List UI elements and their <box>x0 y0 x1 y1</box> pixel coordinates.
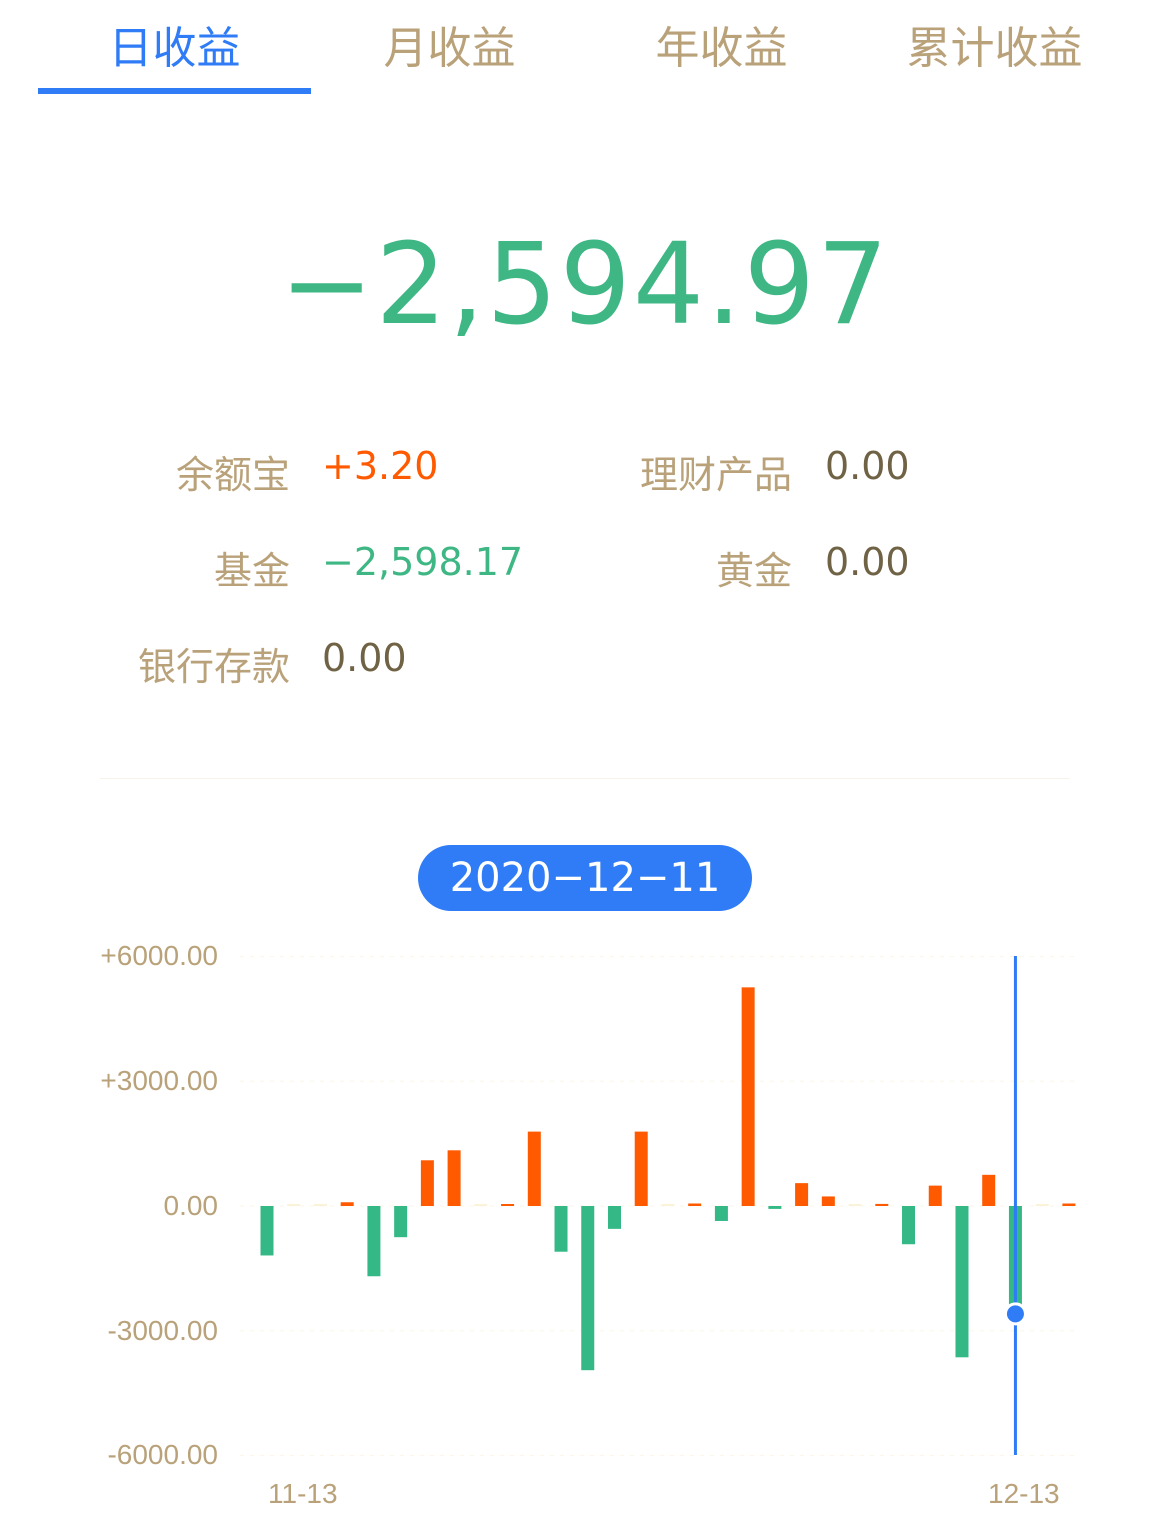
bar-11-19[interactable] <box>420 1160 434 1206</box>
bar-12-04[interactable] <box>821 1196 835 1206</box>
bar-12-02[interactable] <box>768 1206 782 1209</box>
gold-label: 黄金 <box>715 549 792 593</box>
bar-11-14[interactable] <box>287 1204 301 1206</box>
bar-11-27[interactable] <box>634 1131 648 1206</box>
bar-11-16[interactable] <box>340 1202 354 1206</box>
y-tick-label: +6000.00 <box>100 940 218 971</box>
total-earnings: −2,594.97 <box>279 220 891 350</box>
bar-12-07[interactable] <box>902 1206 916 1245</box>
bar-11-20[interactable] <box>447 1150 461 1206</box>
yuebao-label: 余额宝 <box>175 453 290 497</box>
bar-11-25[interactable] <box>581 1206 595 1371</box>
selection-point[interactable] <box>1003 1302 1027 1326</box>
gold-value: 0.00 <box>825 540 910 584</box>
bar-11-30[interactable] <box>714 1206 728 1221</box>
bar-12-05[interactable] <box>848 1204 862 1206</box>
bar-11-29[interactable] <box>688 1203 702 1206</box>
tab-bar: 日收益 月收益 年收益 累计收益 <box>0 0 1170 100</box>
wealth-product-value: 0.00 <box>825 444 910 488</box>
selected-date-badge: 2020−12−11 <box>418 845 752 911</box>
yuebao-value: +3.20 <box>322 444 439 488</box>
active-tab-indicator <box>38 88 311 94</box>
bar-11-23[interactable] <box>527 1131 541 1206</box>
bar-11-24[interactable] <box>554 1206 568 1252</box>
bar-12-08[interactable] <box>928 1185 942 1206</box>
bar-12-12[interactable] <box>1035 1204 1049 1206</box>
bar-11-26[interactable] <box>607 1206 621 1229</box>
bar-12-13[interactable] <box>1062 1203 1076 1206</box>
fund-value: −2,598.17 <box>322 540 524 584</box>
bar-11-15[interactable] <box>313 1204 327 1206</box>
bank-deposit-label: 银行存款 <box>137 645 290 689</box>
y-tick-label: -3000.00 <box>107 1315 218 1346</box>
tab-monthly[interactable]: 月收益 <box>383 23 516 74</box>
bar-12-03[interactable] <box>795 1183 809 1206</box>
bar-12-09[interactable] <box>955 1206 969 1358</box>
bar-11-21[interactable] <box>474 1204 488 1206</box>
bar-12-10[interactable] <box>982 1174 996 1206</box>
x-tick-label: 11-13 <box>268 1478 338 1509</box>
bar-11-28[interactable] <box>661 1204 675 1206</box>
bar-11-22[interactable] <box>501 1204 515 1206</box>
y-tick-label: -6000.00 <box>107 1439 218 1470</box>
y-tick-label: 0.00 <box>163 1190 219 1221</box>
tab-yearly[interactable]: 年收益 <box>655 23 788 74</box>
bar-11-17[interactable] <box>367 1206 381 1277</box>
bank-deposit-value: 0.00 <box>322 636 407 680</box>
bar-11-13[interactable] <box>260 1206 274 1256</box>
bar-12-06[interactable] <box>875 1203 889 1206</box>
tab-daily[interactable]: 日收益 <box>108 23 241 74</box>
bar-11-18[interactable] <box>394 1206 408 1238</box>
x-tick-label: 12-13 <box>988 1478 1060 1509</box>
bar-12-01[interactable] <box>741 987 755 1206</box>
fund-label: 基金 <box>213 549 290 593</box>
wealth-product-label: 理财产品 <box>639 453 792 497</box>
y-tick-label: +3000.00 <box>100 1065 218 1096</box>
divider <box>100 778 1070 779</box>
tab-cumulative[interactable]: 累计收益 <box>906 23 1083 74</box>
